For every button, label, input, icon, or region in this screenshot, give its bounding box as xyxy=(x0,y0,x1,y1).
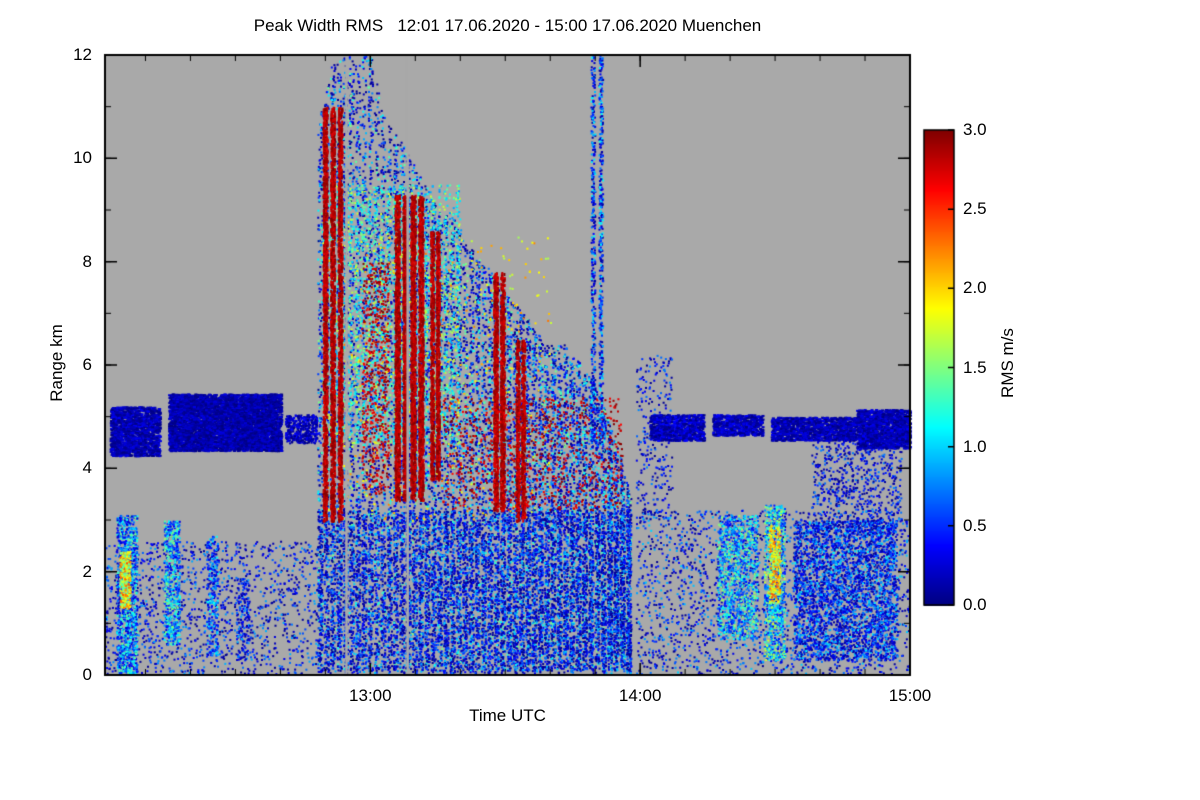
colorbar-tick-label: 0.5 xyxy=(963,515,987,535)
x-axis-label: Time UTC xyxy=(469,706,546,725)
chart-title: Peak Width RMS 12:01 17.06.2020 - 15:00 … xyxy=(253,16,762,35)
y-tick-label: 6 xyxy=(82,355,92,374)
y-tick-label: 10 xyxy=(73,148,92,168)
x-tick-label: 15:00 xyxy=(888,686,932,705)
colorbar-tick-label: 1.0 xyxy=(963,436,987,456)
colorbar-tick-label: 3.0 xyxy=(963,120,987,139)
y-tick-label: 8 xyxy=(82,251,92,271)
colorbar-tick-label: 1.5 xyxy=(963,357,987,377)
colorbar-tick-label: 2.5 xyxy=(963,199,987,219)
y-tick-label: 0 xyxy=(82,665,92,684)
colorbar-tick-label: 0.0 xyxy=(963,595,987,614)
y-tick-label: 4 xyxy=(82,458,92,478)
y-tick-label: 2 xyxy=(82,561,92,581)
x-tick-label: 14:00 xyxy=(618,686,662,705)
x-tick-label: 13:00 xyxy=(349,686,392,705)
y-tick-label: 12 xyxy=(73,45,92,64)
colorbar-tick-label: 2.0 xyxy=(963,278,987,298)
